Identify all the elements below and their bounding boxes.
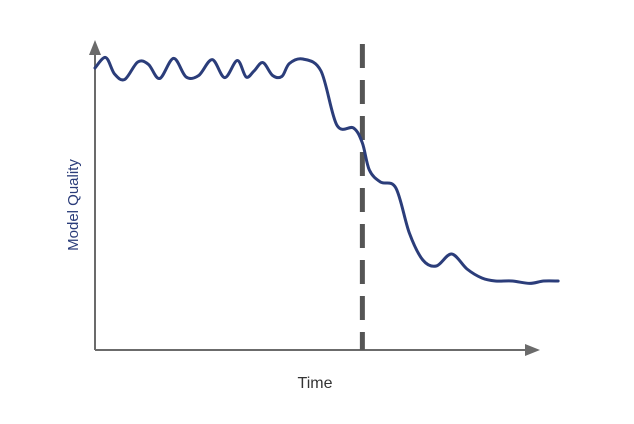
x-axis-label: Time	[298, 375, 333, 392]
x-axis-arrow	[525, 344, 540, 356]
y-axis-label: Model Quality	[65, 159, 82, 251]
model-quality-series-line	[93, 56, 560, 285]
y-axis-arrow	[89, 40, 101, 55]
